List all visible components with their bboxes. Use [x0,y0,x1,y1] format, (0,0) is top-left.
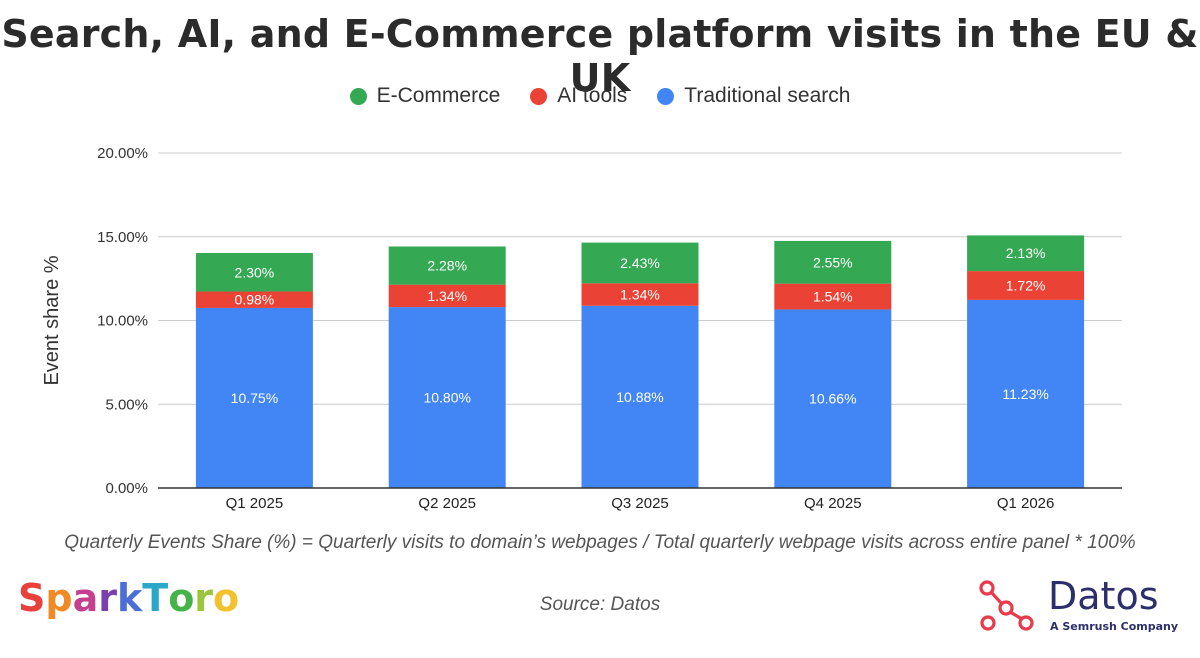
y-tick-label: 10.00% [97,313,148,330]
bar-segment [967,299,1085,488]
x-tick-label: Q4 2025 [804,495,862,512]
y-tick-label: 15.00% [97,229,148,246]
legend-swatch-traditional-search [657,87,675,105]
legend-swatch-ai-tools [530,87,548,105]
sparktoro-logo-letter: k [116,576,143,620]
chart-legend: E-Commerce AI tools Traditional search [0,84,1200,108]
bar-segment [774,309,892,488]
y-tick-label: 5.00% [105,396,148,413]
sparktoro-logo-letter: o [168,576,195,620]
bar-value-label: 2.55% [813,254,853,270]
datos-logo-subtitle: A Semrush Company [1050,620,1179,633]
bar-segment [967,235,1085,272]
bar-value-label: 1.34% [427,288,467,304]
sparktoro-logo-letter: T [142,576,169,620]
source-note: Source: Datos [539,594,661,615]
formula-note: Quarterly Events Share (%) = Quarterly v… [64,532,1136,553]
bar-value-label: 10.88% [616,389,663,405]
bar-value-label: 1.54% [813,289,853,305]
bar-segment [581,305,699,488]
bar-value-label: 2.13% [1006,245,1046,261]
bar-value-label: 2.28% [427,258,467,274]
datos-logo-name: Datos [1048,574,1159,618]
legend-item-ecommerce[interactable]: E-Commerce [349,84,501,108]
bar-value-label: 11.23% [1002,386,1048,402]
network-nodes-icon [979,580,1034,631]
legend-item-traditional-search[interactable]: Traditional search [657,84,850,108]
x-tick-label: Q3 2025 [611,495,669,512]
bar-value-label: 1.72% [1006,277,1046,293]
bar-segment [774,283,892,310]
bar-value-label: 2.30% [235,264,275,280]
legend-item-ai-tools[interactable]: AI tools [530,84,627,108]
bar-value-label: 10.75% [231,390,278,406]
bar-segment [195,252,313,292]
bar-value-label: 10.80% [423,390,470,406]
sparktoro-logo-letter: S [18,576,46,620]
chart-title: Search, AI, and E-Commerce platform visi… [1,12,1199,100]
y-axis-title: Event share % [41,255,63,385]
legend-label-ai-tools: AI tools [557,84,628,107]
legend-swatch-ecommerce [349,87,367,105]
sparktoro-logo-letter: o [213,576,240,620]
bar-value-label: 2.43% [620,255,660,271]
legend-label-ecommerce: E-Commerce [376,84,501,107]
x-tick-label: Q1 2025 [226,495,284,512]
bar-segment [195,307,313,488]
bar-segment [388,246,506,285]
bar-segment [774,240,892,284]
legend-label-traditional-search: Traditional search [684,84,851,107]
stacked-bar-chart: 0.00% 5.00% 10.00% 15.00% 20.00% Event share … [41,145,1122,512]
sparktoro-logo-letter: a [72,576,99,620]
bar-segment [195,291,313,308]
bar-value-label: 10.66% [809,391,856,407]
bar-segment [581,283,699,306]
bar-segment [967,271,1085,300]
y-tick-label: 0.00% [105,480,148,497]
bar-value-label: 1.34% [620,287,660,303]
bar-segment [388,284,506,308]
sparktoro-logo-letter: r [98,576,117,620]
sparktoro-logo-letter: p [45,576,73,620]
datos-logo: Datos A Semrush Company [978,574,1179,638]
y-tick-label: 20.00% [97,145,148,162]
bar-segment [581,242,699,284]
bar-segment [388,307,506,488]
x-tick-label: Q1 2026 [997,495,1055,512]
sparktoro-logo-letter: r [194,576,214,620]
bar-value-label: 0.98% [235,292,275,308]
x-tick-label: Q2 2025 [418,495,476,512]
sparktoro-logo: SparkToro [18,576,239,620]
